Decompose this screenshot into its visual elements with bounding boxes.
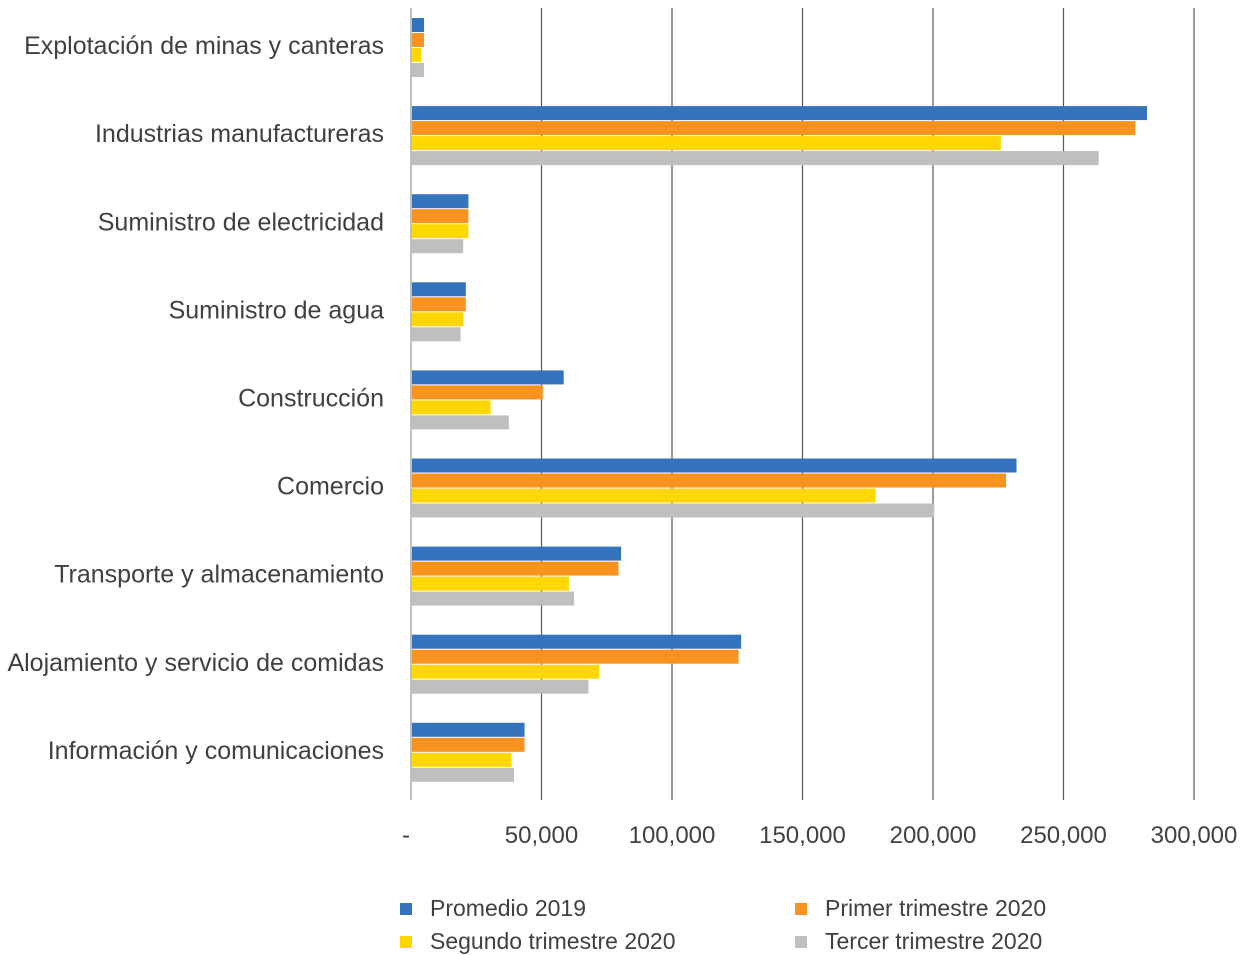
bar-industrias-manufactureras-primer-trimestre-2020 [412, 121, 1136, 136]
bar-industrias-manufactureras-tercer-trimestre-2020 [412, 151, 1099, 166]
bar-suministro-de-electricidad-promedio-2019 [412, 194, 469, 209]
x-tick-label: 150,000 [759, 822, 846, 849]
legend-label: Segundo trimestre 2020 [430, 928, 676, 954]
bar-transporte-y-almacenamiento-promedio-2019 [412, 546, 622, 561]
bar-informacion-y-comunicaciones-tercer-trimestre-2020 [412, 767, 515, 782]
bar-construccion-promedio-2019 [412, 370, 564, 385]
bar-alojamiento-y-servicio-de-comidas-segundo-trimestre-2020 [412, 664, 599, 679]
bar-comercio-primer-trimestre-2020 [412, 473, 1007, 488]
category-label: Explotación de minas y canteras [24, 32, 384, 60]
bar-industrias-manufactureras-promedio-2019 [412, 106, 1148, 121]
bar-comercio-tercer-trimestre-2020 [412, 503, 935, 518]
bar-chart: Explotación de minas y canteras Industria… [7, 8, 1237, 849]
bar-informacion-y-comunicaciones-primer-trimestre-2020 [412, 737, 525, 752]
legend-swatch [400, 902, 412, 915]
bars [412, 18, 1148, 782]
legend-swatch [795, 935, 807, 948]
x-tick-label: 100,000 [629, 822, 716, 849]
legend-item-tercer-trimestre-2020: Tercer trimestre 2020 [795, 928, 1042, 955]
x-tick-label: 200,000 [890, 822, 977, 849]
category-label: Comercio [277, 473, 384, 501]
legend-item-primer-trimestre-2020: Primer trimestre 2020 [795, 895, 1046, 922]
bar-construccion-segundo-trimestre-2020 [412, 400, 491, 415]
bar-transporte-y-almacenamiento-segundo-trimestre-2020 [412, 576, 569, 591]
category-label: Suministro de electricidad [98, 208, 384, 236]
bar-explotacion-de-minas-y-canteras-primer-trimestre-2020 [412, 33, 425, 47]
category-label: Construcción [238, 385, 384, 413]
bar-industrias-manufactureras-segundo-trimestre-2020 [412, 136, 1001, 151]
bar-construccion-tercer-trimestre-2020 [412, 415, 509, 430]
bar-explotacion-de-minas-y-canteras-promedio-2019 [412, 18, 425, 32]
category-label: Alojamiento y servicio de comidas [7, 649, 384, 677]
x-tick-label: 50,000 [505, 822, 578, 849]
bar-construccion-primer-trimestre-2020 [412, 385, 543, 400]
x-tick-label: - [402, 822, 410, 849]
legend-item-promedio-2019: Promedio 2019 [400, 895, 586, 922]
bar-transporte-y-almacenamiento-tercer-trimestre-2020 [412, 591, 575, 606]
bar-explotacion-de-minas-y-canteras-segundo-trimestre-2020 [412, 48, 422, 62]
bar-suministro-de-electricidad-tercer-trimestre-2020 [412, 239, 464, 254]
bar-suministro-de-electricidad-primer-trimestre-2020 [412, 209, 469, 224]
bar-transporte-y-almacenamiento-primer-trimestre-2020 [412, 561, 619, 576]
bar-alojamiento-y-servicio-de-comidas-tercer-trimestre-2020 [412, 679, 589, 694]
x-tick-label: 250,000 [1020, 822, 1107, 849]
bar-informacion-y-comunicaciones-promedio-2019 [412, 722, 525, 737]
bar-alojamiento-y-servicio-de-comidas-promedio-2019 [412, 634, 742, 649]
legend-label: Primer trimestre 2020 [825, 895, 1047, 921]
bar-suministro-de-agua-tercer-trimestre-2020 [412, 327, 461, 342]
bar-informacion-y-comunicaciones-segundo-trimestre-2020 [412, 752, 512, 767]
bar-comercio-segundo-trimestre-2020 [412, 488, 876, 503]
legend-swatch [795, 902, 807, 915]
x-tick-label: 300,000 [1151, 822, 1238, 849]
category-label: Suministro de agua [169, 296, 385, 324]
legend-swatch [400, 935, 412, 948]
bar-alojamiento-y-servicio-de-comidas-primer-trimestre-2020 [412, 649, 739, 664]
bar-suministro-de-agua-promedio-2019 [412, 282, 466, 297]
category-labels: Explotación de minas y canteras Industria… [7, 32, 384, 765]
x-axis-tick-labels: - 50,000 100,000 150,000 200,000 250,000 300,0… [402, 822, 1237, 849]
legend-item-segundo-trimestre-2020: Segundo trimestre 2020 [400, 928, 676, 955]
category-label: Industrias manufactureras [95, 120, 384, 148]
legend-label: Tercer trimestre 2020 [825, 928, 1043, 954]
bar-suministro-de-electricidad-segundo-trimestre-2020 [412, 224, 469, 239]
bar-explotacion-de-minas-y-canteras-tercer-trimestre-2020 [412, 63, 425, 77]
category-label: Información y comunicaciones [48, 737, 384, 765]
category-label: Transporte y almacenamiento [54, 561, 384, 589]
legend-label: Promedio 2019 [430, 895, 586, 921]
bar-comercio-promedio-2019 [412, 458, 1017, 473]
bar-suministro-de-agua-segundo-trimestre-2020 [412, 312, 464, 327]
bar-suministro-de-agua-primer-trimestre-2020 [412, 297, 466, 312]
legend: Promedio 2019 Primer trimestre 2020 Segu… [400, 890, 1160, 955]
